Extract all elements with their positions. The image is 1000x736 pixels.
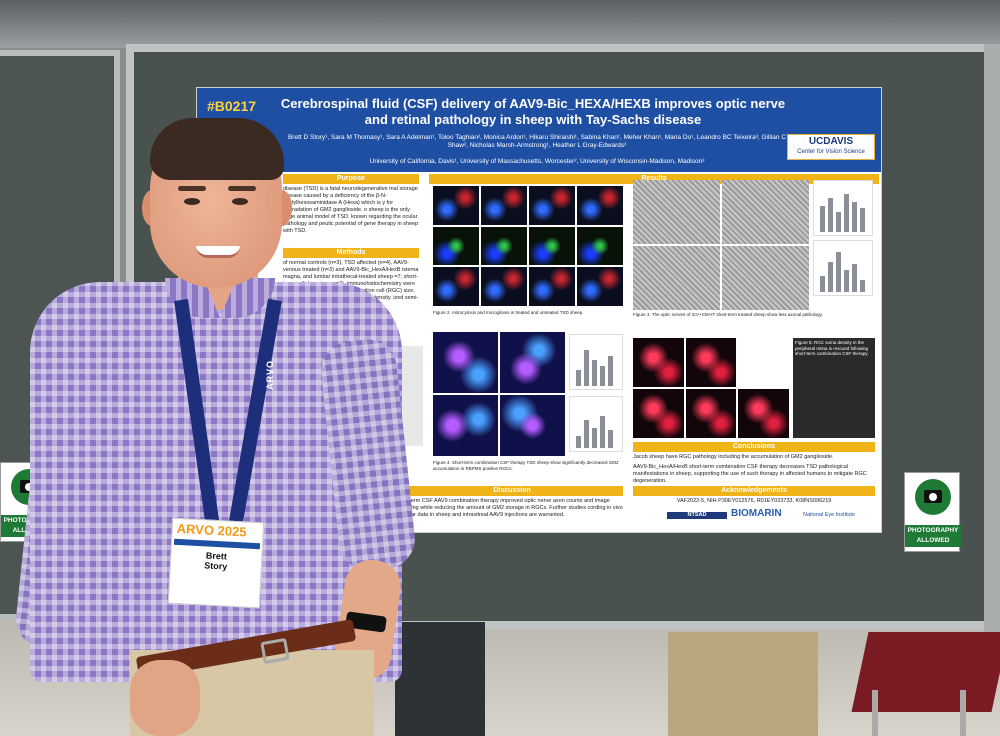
micro-cell [633, 180, 720, 244]
figure-4-microscopy [433, 332, 565, 456]
background-person-legs [668, 632, 818, 736]
ucdavis-logo: UCDAVIS Center for Vision Science [787, 134, 875, 160]
poster-affiliations: University of California, Davis¹, Univer… [369, 158, 705, 165]
methods-heading: Methods [283, 248, 419, 258]
smile [196, 246, 240, 258]
purpose-heading: Purpose [283, 174, 419, 184]
lanyard-text: ARVO [265, 360, 275, 390]
chair-leg [872, 690, 878, 736]
micro-cell [500, 395, 565, 456]
micro-cell [685, 338, 737, 387]
micro-cell [481, 186, 527, 225]
poster-title: Cerebrospinal fluid (CSF) delivery of AA… [280, 96, 786, 127]
figure-5-microscopy [633, 338, 789, 438]
logo-main-text: UCDAVIS [808, 136, 854, 147]
chair-leg [960, 690, 966, 736]
figure-3-chart-a [813, 180, 873, 236]
figure-3-caption: Figure 3. The optic nerves of ICV+CM+IT … [633, 312, 823, 317]
eye [232, 198, 248, 205]
micro-cell [722, 180, 809, 244]
micro-cell [433, 226, 479, 266]
person-hair [150, 118, 284, 180]
figure-2-microscopy [433, 186, 623, 306]
micro-cell [433, 267, 479, 306]
conclusions-heading: Conclusions [633, 442, 875, 452]
figure-4-chart-a [569, 334, 623, 390]
background-person-legs [395, 622, 485, 736]
eye [184, 198, 200, 205]
results-heading: Results [429, 174, 879, 184]
conclusions-text-1: Jacob sheep have RGC pathology including… [633, 454, 834, 460]
badge-strip [173, 538, 261, 550]
figure-3-chart-b [813, 240, 873, 296]
badge-name: Brett Story [171, 549, 262, 574]
figure-3-optic-nerve [633, 180, 809, 310]
grant-numbers: VAF2022-5, NIH P30EY012576, R01EY033733,… [676, 498, 832, 504]
belt-buckle [260, 637, 290, 665]
micro-cell [633, 338, 684, 387]
micro-cell [481, 226, 527, 266]
sponsor-ntsad: NTSAD [667, 512, 727, 519]
person-left-hand [130, 660, 200, 736]
badge-event: ARVO 2025 [176, 520, 247, 540]
purpose-text: disease (TSD) is a fatal neurodegenerati… [283, 186, 419, 234]
micro-cell [738, 389, 789, 438]
figure-4-chart-b [569, 396, 623, 452]
micro-cell [633, 389, 684, 438]
micro-cell [577, 226, 623, 266]
research-poster: #B0217 Cerebrospinal fluid (CSF) deliver… [196, 87, 882, 533]
micro-cell [738, 338, 789, 387]
micro-cell [433, 186, 479, 225]
camera-icon [915, 479, 951, 515]
poster-code: #B0217 [207, 98, 257, 114]
micro-cell [433, 395, 498, 456]
micro-cell [577, 186, 623, 225]
figure-5-caption: Figure 5: RGC soma density in the periph… [793, 338, 875, 438]
micro-cell [529, 226, 575, 266]
acknowledgements-heading: Acknowledgements [633, 486, 875, 496]
micro-cell [529, 267, 575, 306]
sponsor-biomarin: BIOMARIN [731, 508, 782, 519]
poster-header: #B0217 Cerebrospinal fluid (CSF) deliver… [197, 88, 881, 172]
ceiling [0, 0, 1000, 48]
micro-cell [500, 332, 565, 393]
conclusions-text-2: AAV9-Bic_HexA/HexB short-term combinatio… [633, 464, 867, 484]
sign-label: PHOTOGRAPHY ALLOWED [905, 525, 961, 547]
micro-cell [685, 389, 737, 438]
figure-2-caption: Figure 2. Astrocytosis and microgliosis … [433, 310, 584, 315]
badge-last-name: Story [204, 560, 228, 572]
eyebrow [178, 186, 206, 191]
micro-cell [722, 246, 809, 310]
board-frame-post [984, 44, 1000, 644]
sponsor-nei: National Eye Institute [803, 512, 855, 518]
name-badge: ARVO 2025 Brett Story [167, 517, 265, 609]
discussion-heading: Discussion [401, 486, 623, 496]
micro-cell [481, 267, 527, 306]
poster-authors: Brett D Story¹, Sara M Thomasy¹, Sara A … [287, 134, 787, 149]
eyebrow [228, 186, 256, 191]
micro-cell [433, 332, 498, 393]
photography-sign-right: PHOTOGRAPHY ALLOWED [904, 472, 961, 552]
micro-cell [529, 186, 575, 225]
micro-cell [633, 246, 720, 310]
discussion-text: ort-term CSF AAV9 combination therapy im… [401, 498, 623, 518]
logo-sub-text: Center for Vision Science [797, 149, 865, 155]
figure-4-caption: Figure 4. Short-term combination CSF the… [433, 460, 619, 471]
micro-cell [577, 267, 623, 306]
